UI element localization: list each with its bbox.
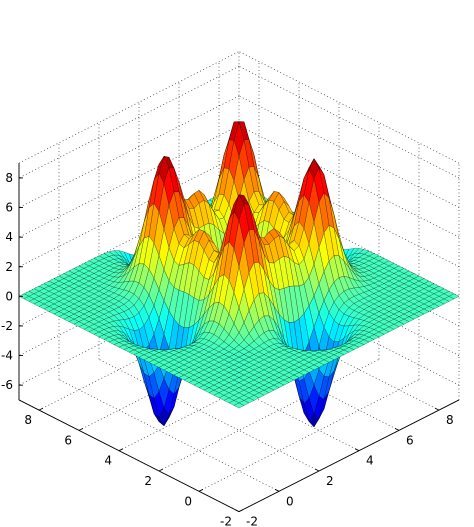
y-tick-mark [238,509,244,513]
wall-grid-line [18,95,240,208]
z-tick-label: -4 [1,349,13,363]
z-tick-label: 6 [5,201,13,215]
x-tick-mark [434,407,440,411]
x-tick-mark [394,427,400,431]
x-tick-label: 0 [286,494,294,508]
surface-face [233,402,245,409]
z-tick-label: -6 [1,378,13,392]
floor-grid-line [98,359,320,472]
floor-grid-line [58,379,280,492]
x-tick-label: -2 [246,515,258,527]
y-tick-mark [198,488,204,492]
x-tick-label: 6 [406,433,414,447]
x-tick-mark [314,468,320,472]
wall-grid-line [18,154,240,268]
z-tick-label: 8 [5,171,13,185]
wall-grid-line [18,184,240,297]
y-tick-mark [158,468,164,472]
wall-grid-line [18,125,240,238]
floor-grid-line [158,359,380,472]
wall-grid-line [238,125,460,238]
surface-mesh [18,121,460,428]
z-tick-label: -2 [1,319,13,333]
y-tick-label: 8 [24,413,32,427]
y-axis-line [18,399,240,513]
x-tick-mark [274,488,280,492]
y-tick-label: 0 [184,494,192,508]
x-axis-line [238,399,460,513]
y-tick-label: 6 [64,433,72,447]
x-tick-mark [234,509,240,513]
tick-labels: -6 -4 -2 0 2 4 6 8 -2 0 2 4 6 8 -2 0 2 4 6 8 [1,171,454,527]
wall-grid-line [238,65,460,179]
wall-grid-line [238,154,460,268]
z-tick-label: 4 [5,230,13,244]
x-tick-label: 4 [366,454,374,468]
wall-grid-line [18,65,240,179]
wall-grid-line [238,184,460,297]
box-edge [18,51,240,164]
y-tick-label: -2 [220,515,232,527]
y-tick-mark [78,427,84,431]
z-tick-label: 2 [5,260,13,274]
y-tick-mark [38,407,44,411]
box-edge [238,51,460,164]
z-tick-label: 0 [5,289,13,303]
y-tick-mark [118,448,124,452]
wall-grid-line [238,95,460,208]
y-tick-label: 4 [104,454,112,468]
floor-grid-line [198,379,420,492]
axis-lines [18,163,460,513]
x-tick-label: 2 [326,474,334,488]
x-tick-label: 8 [446,413,454,427]
x-tick-mark [354,448,360,452]
y-tick-label: 2 [144,474,152,488]
